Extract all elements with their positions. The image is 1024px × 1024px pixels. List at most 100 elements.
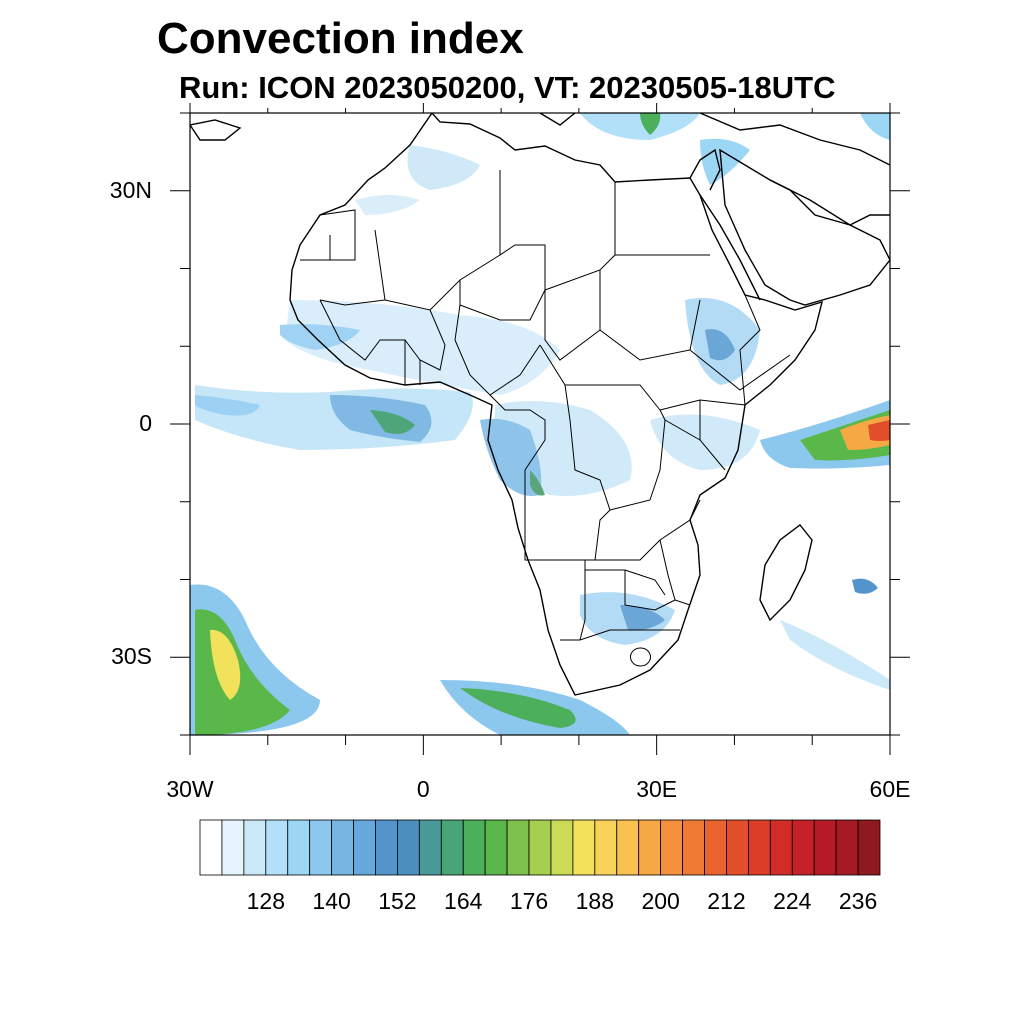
colorbar-swatch [506,819,530,876]
colorbar-swatch [462,819,486,876]
border-nigeria [454,304,541,396]
colorbar-swatch [857,819,881,876]
colorbar-swatch [594,819,618,876]
border-egypt [614,182,710,256]
colorbar-swatch [813,819,837,876]
colorbar-label: 128 [246,888,285,914]
border-niger [459,280,546,321]
colorbar-swatch [397,819,420,876]
field-north-streak [407,145,480,190]
border-ethiopia-somalia [689,294,791,406]
field-southern-ocean-green [460,688,576,728]
turkey-coast [699,113,890,166]
border-mali [319,229,501,311]
border-lesotho [630,647,651,667]
field-south-africa-core [620,605,665,631]
border-chad [544,245,601,361]
arabia [719,148,890,306]
field-madagascar-cell [852,578,878,594]
colorbar-swatch [835,819,859,876]
border-sa-north [560,629,680,641]
colorbar-swatch [375,819,398,876]
colorbar-swatch [616,819,640,876]
lat-label: 30N [109,176,152,203]
colorbar-swatch [726,819,749,876]
border-cameroon-gabon [489,394,546,471]
colorbar-swatch [199,819,223,876]
colorbar-label: 164 [444,888,483,914]
lon-label: 30E [636,776,678,802]
madagascar [759,524,813,622]
colorbar-label: 212 [707,888,746,914]
lon-label: 60E [869,776,911,802]
field-sahel [285,300,560,395]
colorbar-swatch [440,819,464,876]
border-namibia [579,560,666,641]
lon-label: 0 [416,776,430,802]
border-mozambique [659,539,691,606]
chart-title: Convection index [157,14,524,63]
border-algeria-libya [499,170,546,290]
convection-field [190,113,890,735]
colorbar-label: 200 [641,888,680,914]
sinai [689,148,721,191]
border-car [539,344,661,411]
africa-coastline [289,113,823,696]
field-gabon [480,418,542,496]
colorbar [199,819,881,876]
colorbar-swatch [243,819,267,876]
field-se-band [780,620,890,690]
lon-label: 30W [166,776,214,802]
colorbar-label: 224 [773,888,812,914]
colorbar-swatch [638,819,662,876]
colorbar-swatch [572,819,596,876]
border-mauritania [300,209,356,261]
field-med-green [640,113,661,135]
axis-ticks [170,103,910,755]
lat-label: 0 [139,410,152,436]
colorbar-swatch [484,819,508,876]
colorbar-swatch [265,819,289,876]
border-east [659,399,746,471]
border-westafrica [319,299,446,385]
lat-label: 30S [111,643,152,670]
colorbar-swatch [418,819,442,876]
colorbar-swatch [791,819,815,876]
field-atlantic-band [195,385,473,450]
colorbar-swatch [682,819,705,876]
field-gabon-core [530,470,545,496]
coastlines [190,113,890,696]
colorbar-swatch [309,819,333,876]
field-med [580,113,700,140]
colorbar-swatch [221,819,245,876]
persian-gulf [769,179,890,226]
field-east-africa [650,414,760,470]
field-indian-red [868,420,890,441]
colorbar-label: 188 [575,888,615,914]
iberia-italy [190,113,576,141]
colorbar-swatch [550,819,574,876]
border-sudan [544,254,701,361]
colorbar-swatch [528,819,552,876]
colorbar-swatch [660,819,683,876]
chart-subtitle: Run: ICON 2023050200, VT: 20230505-18UTC [179,70,836,105]
colorbar-swatch [353,819,376,876]
field-levant [700,138,750,185]
country-borders [300,170,791,667]
field-atlantic-tail [195,395,260,416]
colorbar-label: 152 [378,888,417,914]
field-north-streak-2 [355,195,420,215]
field-ethiopia-core [705,329,735,361]
colorbar-swatch [331,819,354,876]
colorbar-swatch [287,819,311,876]
colorbar-swatch [769,819,793,876]
border-zambia [595,499,701,561]
red-sea-coast [699,194,761,301]
field-ne-corner [860,113,890,140]
field-atlantic-hot [370,410,415,434]
field-south-atlantic-yellow [210,629,241,700]
colorbar-swatch [704,819,727,876]
colorbar-label: 176 [509,888,549,914]
colorbar-swatch [747,819,771,876]
